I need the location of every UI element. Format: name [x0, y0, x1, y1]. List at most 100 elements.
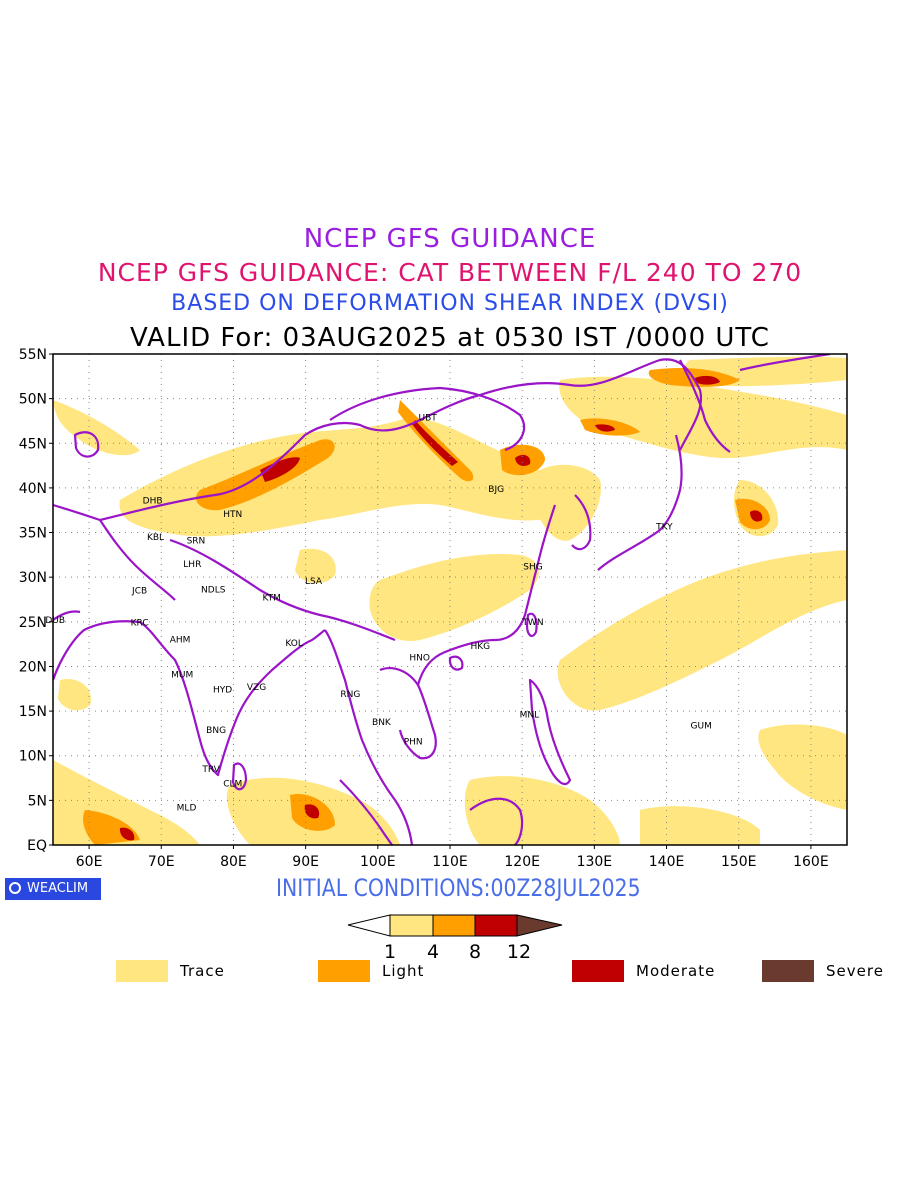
moderate-region: [119, 827, 135, 841]
city-label-mld: MLD: [177, 804, 197, 814]
latitude-label: 5N: [28, 793, 47, 809]
colorbar-tick: 1: [384, 941, 396, 963]
city-label-mum: MUM: [171, 670, 193, 680]
city-label-clm: CLM: [223, 779, 242, 789]
moderate-region: [515, 454, 531, 466]
longitude-label: 160E: [793, 854, 829, 870]
moderate-region: [304, 804, 320, 819]
city-label-vzg: VZG: [247, 683, 266, 693]
trace-region: [464, 776, 620, 845]
city-label-hkg: HKG: [470, 642, 490, 652]
circle-logo-icon: [9, 882, 21, 894]
latitude-label: 25N: [19, 615, 47, 631]
coastline-caspian: [73, 431, 100, 458]
latitude-label: 45N: [19, 436, 47, 452]
city-label-jcb: JCB: [131, 587, 147, 597]
border-north-east: [679, 359, 731, 453]
coastline-sri-lanka: [231, 762, 248, 791]
trace-region: [596, 627, 661, 686]
colorbar-moderate: [474, 914, 518, 937]
latitude-label: 10N: [19, 749, 47, 765]
city-label-bjg: BJG: [488, 485, 504, 495]
border-central-asia: [53, 503, 176, 601]
longitude-label: 150E: [721, 854, 757, 870]
colorbar-tick: 12: [507, 941, 531, 963]
city-label-ktm: KTM: [262, 594, 280, 604]
trace-region: [559, 376, 847, 459]
longitude-labels: 60E 70E 80E 90E 100E 110E 120E 130E 140E 150E 160E: [76, 845, 829, 870]
coastline-indochina: [379, 667, 437, 760]
city-label-ahm: AHM: [170, 636, 191, 646]
city-label-trv: TRV: [201, 765, 220, 775]
chart-subtitle: NCEP GFS GUIDANCE: CAT BETWEEN F/L 240 T…: [97, 258, 803, 287]
city-label-bnk: BNK: [372, 718, 392, 728]
coastline-taiwan: [525, 612, 538, 638]
city-label-lsa: LSA: [305, 577, 323, 587]
colorbar-tick: 4: [427, 941, 439, 963]
moderate-region: [412, 420, 458, 466]
moderate-region: [695, 375, 720, 385]
latitude-label: EQ: [27, 838, 47, 854]
coastline-southeast-asia: [324, 629, 414, 845]
moderate-region: [260, 457, 300, 482]
coastline-hainan: [448, 655, 464, 671]
city-label-ubt: UBT: [418, 413, 437, 423]
longitude-label: 90E: [292, 854, 319, 870]
city-label-hno: HNO: [409, 654, 430, 664]
coastline-borneo: [469, 797, 524, 845]
colorbar-trace: [389, 914, 434, 937]
border-mongolia: [329, 386, 526, 452]
chart-title: NCEP GFS GUIDANCE: [303, 224, 597, 254]
longitude-label: 110E: [432, 854, 468, 870]
valid-time: VALID For: 03AUG2025 at 0530 IST /0000 U…: [130, 323, 770, 353]
border-north: [99, 358, 703, 522]
latitude-label: 40N: [19, 481, 47, 497]
colorbar-light: [432, 914, 476, 937]
city-label-bng: BNG: [206, 726, 226, 736]
moderate-region: [750, 510, 763, 522]
city-label-phn: PHN: [404, 737, 423, 747]
legend-swatch: [572, 960, 624, 982]
coastline-arabia: [53, 610, 81, 621]
coastline-japan: [597, 434, 683, 571]
trace-region: [58, 679, 91, 711]
trace-region: [640, 806, 760, 845]
badge-label: WEACLIM: [27, 881, 89, 896]
trace-region: [369, 554, 539, 641]
latitude-label: 30N: [19, 570, 47, 586]
city-label-rng: RNG: [340, 690, 360, 700]
colorbar: 1 4 8 12: [347, 914, 563, 963]
latitude-label: 20N: [19, 659, 47, 675]
legend-swatch: [116, 960, 168, 982]
city-label-gum: GUM: [691, 721, 712, 731]
trace-region: [758, 724, 847, 810]
coastline-korea: [571, 494, 592, 551]
colorbar-high-arrow: [516, 914, 563, 937]
colorbar-tick: 8: [469, 941, 481, 963]
colorbar-low-arrow: [347, 914, 391, 937]
coastline-sumatra: [339, 779, 393, 845]
city-label-lhr: LHR: [183, 560, 201, 570]
latitude-label: 55N: [19, 347, 47, 363]
city-label-htn: HTN: [223, 510, 242, 520]
longitude-label: 100E: [360, 854, 396, 870]
legend-label: Trace: [180, 962, 225, 980]
legend-label: Light: [382, 962, 425, 980]
legend-swatch: [762, 960, 814, 982]
latitude-labels: 55N 50N 45N 40N 35N 30N 25N 20N 15N 10N 5N EQ: [19, 347, 53, 854]
city-label-shg: SHG: [523, 562, 542, 572]
city-label-tky: TKY: [655, 522, 673, 532]
trace-region: [53, 400, 140, 456]
longitude-label: 130E: [577, 854, 613, 870]
city-label-hyd: HYD: [213, 686, 232, 696]
trace-region: [295, 548, 336, 584]
coastline-sakhalin: [739, 354, 831, 372]
legend-label: Moderate: [636, 962, 716, 980]
city-label-kbl: KBL: [147, 533, 164, 543]
city-label-dub: DUB: [45, 616, 65, 626]
latitude-label: 35N: [19, 526, 47, 542]
latitude-label: 50N: [19, 392, 47, 408]
longitude-label: 120E: [504, 854, 540, 870]
weaclim-badge: WEACLIM: [5, 878, 101, 900]
longitude-label: 60E: [76, 854, 103, 870]
